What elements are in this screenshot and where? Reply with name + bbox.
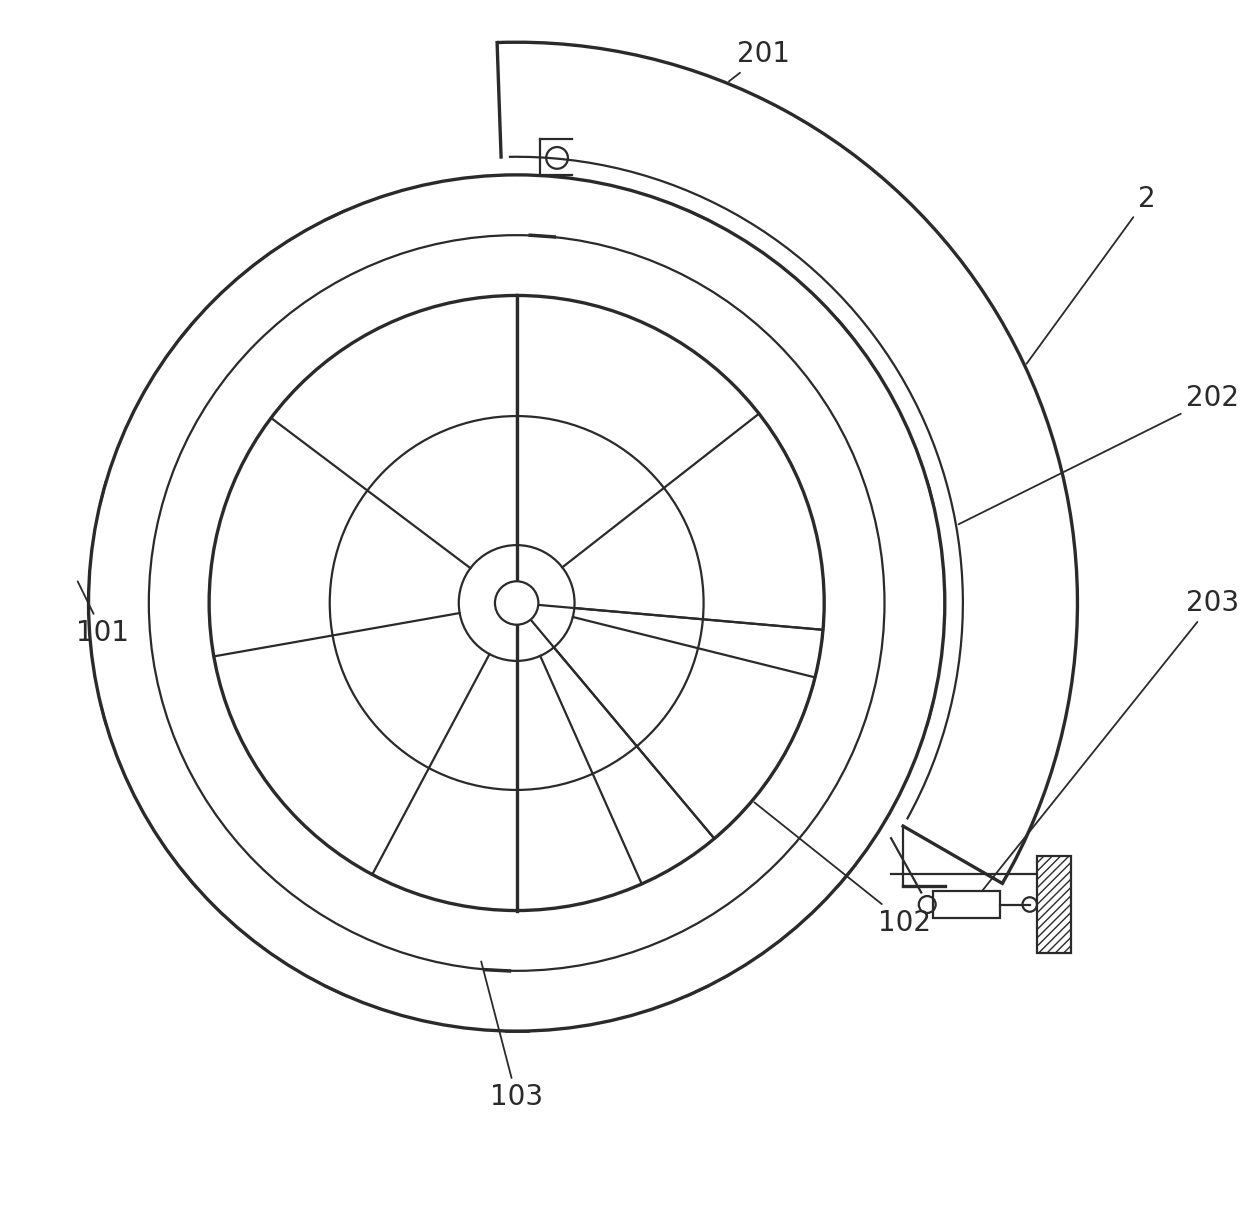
Text: 101: 101: [77, 581, 129, 648]
Text: 102: 102: [754, 802, 931, 937]
Bar: [934, 891, 999, 918]
Circle shape: [495, 581, 538, 625]
Bar: [1037, 856, 1070, 953]
Text: 201: 201: [729, 40, 790, 81]
Text: 103: 103: [481, 961, 543, 1112]
Text: 202: 202: [959, 384, 1239, 525]
Text: 203: 203: [968, 589, 1239, 908]
Text: 2: 2: [1027, 185, 1156, 364]
